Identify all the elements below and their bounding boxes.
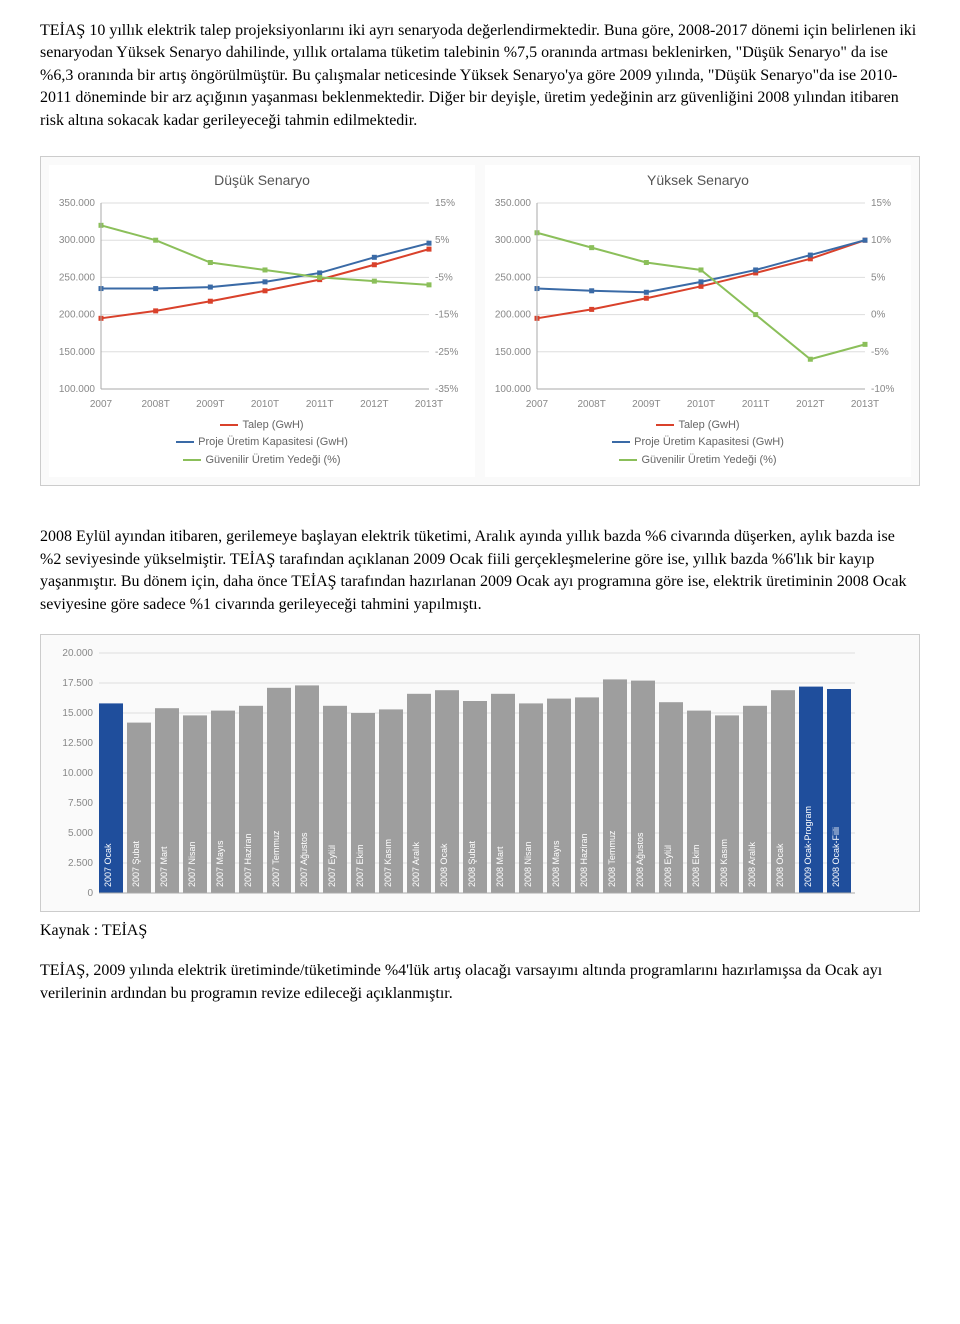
svg-text:150.000: 150.000 [495, 346, 532, 357]
svg-text:5%: 5% [435, 235, 450, 246]
svg-text:15%: 15% [871, 198, 891, 209]
svg-text:2007 Mart: 2007 Mart [159, 846, 169, 887]
svg-text:2008 Mayıs: 2008 Mayıs [551, 840, 561, 887]
svg-text:15%: 15% [435, 198, 455, 209]
svg-text:-25%: -25% [435, 346, 458, 357]
svg-text:20.000: 20.000 [62, 648, 93, 659]
svg-text:10.000: 10.000 [62, 768, 93, 779]
svg-text:250.000: 250.000 [59, 272, 96, 283]
svg-text:2009T: 2009T [196, 399, 224, 410]
svg-text:5%: 5% [871, 272, 886, 283]
svg-text:2011T: 2011T [306, 399, 334, 410]
dual-line-chart-container: Düşük Senaryo 100.000 150.000 200.000 250.00… [40, 156, 920, 486]
svg-text:2010T: 2010T [251, 399, 279, 410]
svg-text:-5%: -5% [435, 272, 453, 283]
svg-text:200.000: 200.000 [59, 309, 96, 320]
svg-text:2013T: 2013T [851, 399, 879, 410]
svg-text:2008 Aralık: 2008 Aralık [747, 841, 757, 887]
svg-text:2008 Haziran: 2008 Haziran [579, 833, 589, 887]
svg-text:2008 Ocak: 2008 Ocak [439, 843, 449, 887]
svg-text:12.500: 12.500 [62, 738, 93, 749]
line-chart: 100.000 150.000 200.000 250.000 300.000 350.0… [485, 193, 905, 413]
svg-text:2010T: 2010T [687, 399, 715, 410]
svg-text:100.000: 100.000 [59, 384, 96, 395]
svg-text:2008 Kasım: 2008 Kasım [719, 839, 729, 887]
svg-text:300.000: 300.000 [59, 235, 96, 246]
svg-text:2007 Şubat: 2007 Şubat [131, 840, 141, 887]
svg-text:2007: 2007 [90, 399, 113, 410]
svg-text:10%: 10% [871, 235, 891, 246]
chart-panel: Yüksek Senaryo 100.000 150.000 200.000 250.0… [485, 165, 911, 477]
svg-text:15.000: 15.000 [62, 708, 93, 719]
bar-chart-container: 0 2.500 5.000 7.500 10.000 12.500 15.000 17.500… [40, 634, 920, 912]
svg-text:17.500: 17.500 [62, 678, 93, 689]
paragraph-1: TEİAŞ 10 yıllık elektrik talep projeksiy… [40, 20, 920, 132]
line-chart: 100.000 150.000 200.000 250.000 300.000 350.0… [49, 193, 469, 413]
svg-text:2008 Ağustos: 2008 Ağustos [635, 832, 645, 887]
svg-text:2007 Temmuz: 2007 Temmuz [271, 830, 281, 887]
svg-text:2007 Ağustos: 2007 Ağustos [299, 832, 309, 887]
svg-text:2009 Ocak-Program: 2009 Ocak-Program [803, 806, 813, 887]
svg-text:2008 Şubat: 2008 Şubat [467, 840, 477, 887]
svg-text:2008 Eylül: 2008 Eylül [663, 845, 673, 887]
svg-text:2009T: 2009T [632, 399, 660, 410]
svg-text:2011T: 2011T [742, 399, 770, 410]
svg-text:2008 Nisan: 2008 Nisan [523, 841, 533, 887]
svg-text:-10%: -10% [871, 384, 894, 395]
chart-panel: Düşük Senaryo 100.000 150.000 200.000 250.00… [49, 165, 475, 477]
svg-text:2007 Aralık: 2007 Aralık [411, 841, 421, 887]
svg-text:2008 Temmuz: 2008 Temmuz [607, 830, 617, 887]
svg-text:2007 Mayıs: 2007 Mayıs [215, 840, 225, 887]
svg-text:-5%: -5% [871, 346, 889, 357]
chart-legend: Talep (GwH)Proje Üretim Kapasitesi (GwH)… [49, 413, 475, 478]
svg-text:2012T: 2012T [796, 399, 824, 410]
svg-text:2008 Ekim: 2008 Ekim [691, 844, 701, 887]
svg-text:250.000: 250.000 [495, 272, 532, 283]
svg-text:7.500: 7.500 [68, 798, 93, 809]
svg-text:2007: 2007 [526, 399, 549, 410]
svg-text:100.000: 100.000 [495, 384, 532, 395]
paragraph-2: 2008 Eylül ayından itibaren, gerilemeye … [40, 526, 920, 616]
monthly-bar-chart: 0 2.500 5.000 7.500 10.000 12.500 15.000 17.500… [49, 643, 909, 903]
paragraph-3: TEİAŞ, 2009 yılında elektrik üretiminde/… [40, 960, 920, 1005]
svg-text:5.000: 5.000 [68, 828, 93, 839]
svg-text:2008T: 2008T [141, 399, 169, 410]
svg-text:150.000: 150.000 [59, 346, 96, 357]
svg-text:-15%: -15% [435, 309, 458, 320]
chart-title: Düşük Senaryo [49, 165, 475, 193]
svg-text:200.000: 200.000 [495, 309, 532, 320]
svg-text:2007 Ekim: 2007 Ekim [355, 844, 365, 887]
svg-text:2008 Ocak-Fiili: 2008 Ocak-Fiili [831, 827, 841, 887]
svg-text:2007 Nisan: 2007 Nisan [187, 841, 197, 887]
chart-legend: Talep (GwH)Proje Üretim Kapasitesi (GwH)… [485, 413, 911, 478]
svg-text:350.000: 350.000 [495, 198, 532, 209]
chart-title: Yüksek Senaryo [485, 165, 911, 193]
svg-text:-35%: -35% [435, 384, 458, 395]
svg-text:2007 Kasım: 2007 Kasım [383, 839, 393, 887]
svg-text:350.000: 350.000 [59, 198, 96, 209]
svg-text:2007 Haziran: 2007 Haziran [243, 833, 253, 887]
svg-text:0%: 0% [871, 309, 886, 320]
svg-text:2008 Mart: 2008 Mart [495, 846, 505, 887]
svg-text:300.000: 300.000 [495, 235, 532, 246]
svg-text:2007 Ocak: 2007 Ocak [103, 843, 113, 887]
svg-text:0: 0 [87, 888, 93, 899]
svg-text:2008 Ocak: 2008 Ocak [775, 843, 785, 887]
svg-text:2007 Eylül: 2007 Eylül [327, 845, 337, 887]
chart-source: Kaynak : TEİAŞ [40, 920, 920, 942]
svg-text:2013T: 2013T [415, 399, 443, 410]
svg-text:2012T: 2012T [360, 399, 388, 410]
svg-text:2.500: 2.500 [68, 858, 93, 869]
svg-text:2008T: 2008T [577, 399, 605, 410]
